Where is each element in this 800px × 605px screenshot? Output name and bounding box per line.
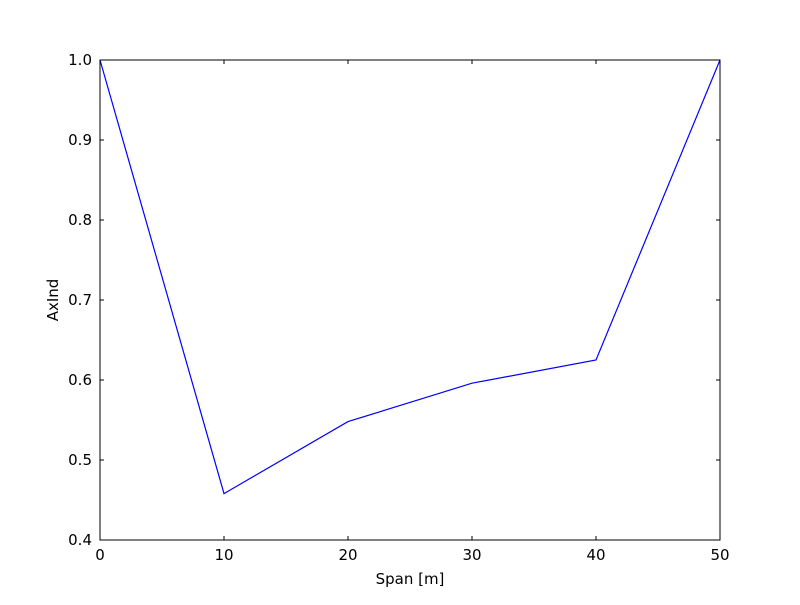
y-tick-label: 0.9 (68, 131, 92, 149)
y-tick-label: 1.0 (68, 51, 92, 69)
series-layer (99, 59, 721, 495)
x-tick-label: 10 (214, 546, 233, 564)
x-tick-label: 40 (586, 546, 605, 564)
x-axis-label: Span [m] (376, 570, 445, 588)
y-tick-label: 0.5 (68, 451, 92, 469)
tick-label-layer: 0 10 20 30 40 50 0.4 0.5 0.6 0.7 0.8 0.9 1.0 (68, 51, 729, 564)
plot-frame (99, 59, 721, 541)
y-tick-label: 0.6 (68, 371, 92, 389)
x-tick-label: 0 (95, 546, 105, 564)
series-line-0 (99, 59, 721, 495)
y-tick-label: 0.7 (68, 291, 92, 309)
y-axis-label: AxInd (44, 279, 62, 322)
y-tick-label: 0.8 (68, 211, 92, 229)
plot-area (100, 60, 720, 540)
x-tick-label: 20 (338, 546, 357, 564)
y-tick-label: 0.4 (68, 531, 92, 549)
x-tick-label: 50 (710, 546, 729, 564)
x-tick-label: 30 (462, 546, 481, 564)
